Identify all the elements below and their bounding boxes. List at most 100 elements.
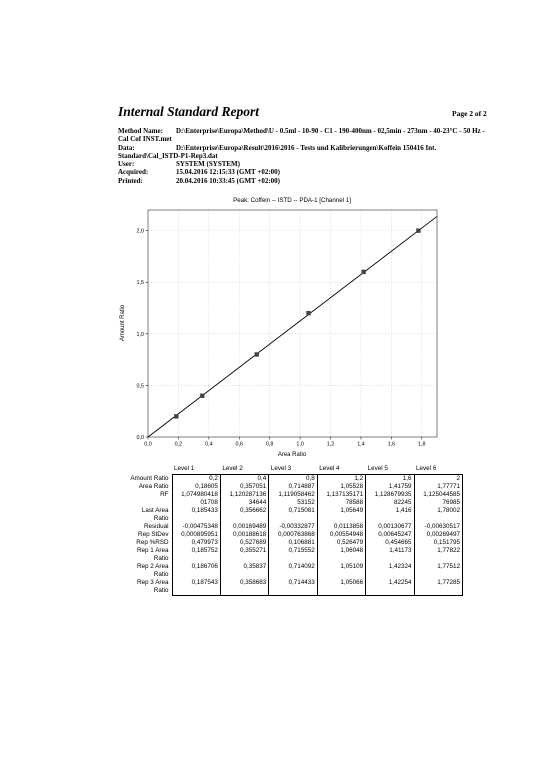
calibration-point	[416, 228, 421, 233]
cell-value-line: 1,42324	[388, 563, 412, 570]
table-cell: 1,05066	[316, 579, 367, 596]
meta-data-row: Data: D:\Enterprise\Europa\Result\2016\20…	[118, 144, 490, 161]
calibration-point	[254, 352, 259, 357]
row-label-line: Rep StDev	[138, 531, 169, 538]
row-label-line: Rep 1 Area	[136, 547, 169, 554]
row-label-line: Residual	[143, 523, 169, 530]
cell-value-line: 0,715552	[288, 547, 315, 554]
cell-value-line: 1,78002	[437, 507, 460, 514]
table-cell: 1,78002	[413, 507, 464, 523]
row-label-line: Rep 3 Area	[136, 579, 169, 586]
cell-value-line: 0,2	[209, 475, 218, 482]
y-tick-label: 0,5	[137, 383, 145, 389]
calibration-point	[361, 269, 366, 275]
cell-value-line: 0,00269497	[426, 531, 460, 538]
cell-value-line: 0,714092	[288, 563, 315, 570]
meta-method-label: Method Name:	[118, 127, 163, 135]
cell-value-line: 0,714433	[288, 579, 315, 586]
table-cell: 0,185752	[171, 547, 221, 563]
row-label: Area Ratio	[120, 483, 173, 491]
table-cell: 0,0113858	[316, 523, 367, 531]
chart-fit-line-group	[147, 216, 438, 438]
table-cell: 2	[413, 474, 464, 483]
table-cell: 1,05109	[316, 563, 367, 579]
table-cell: 0,2	[171, 474, 221, 483]
table-cell: 0,357051	[219, 483, 270, 491]
cell-value-line: 0,00645247	[378, 531, 412, 538]
cell-value-line: 1,41173	[389, 547, 412, 554]
table-cell: 0,4	[219, 474, 270, 483]
cell-value-line: 1,125044585	[423, 491, 460, 498]
report-title: Internal Standard Report	[118, 104, 260, 119]
table-cell: 1,41759	[365, 483, 415, 491]
table-cell: 1,6	[365, 474, 415, 483]
table-row: Rep %RSD 0,479973 0,527689 0,106881 0,526479…	[120, 539, 464, 547]
table-cell: 0,714092	[268, 563, 318, 579]
table-cell: 1,137135171 78588	[316, 491, 367, 507]
cell-value-line: 0,106881	[288, 539, 315, 546]
cell-value-line: 0,186706	[191, 563, 218, 570]
table-cell: 0,18605	[171, 483, 221, 491]
row-label-line: Ratio	[153, 515, 169, 522]
table-cell: 0,00554948	[316, 531, 367, 539]
table-cell: -0,00475348	[171, 523, 221, 531]
table-row: Area Ratio 0,18605 0,357051 0,714887 1,05528…	[120, 483, 464, 491]
meta-data-label: Data:	[118, 143, 135, 152]
x-tick-label: 1,2	[327, 442, 335, 448]
row-label-line: Ratio	[153, 587, 169, 594]
table-cell: 0,355271	[219, 547, 270, 563]
header-level-1: Level 1	[174, 465, 195, 472]
cell-value-line: 78588	[345, 499, 364, 506]
table-row: Rep 2 Area Ratio 0,186706 0,35837 0,714092 1,…	[120, 563, 464, 579]
row-label-line: Last Area	[141, 507, 169, 514]
row-label-line: Rep 2 Area	[136, 563, 169, 570]
table-cell: 1,77512	[413, 563, 464, 579]
table-cell: 1,05649	[316, 507, 367, 523]
header-level-4: Level 4	[319, 465, 340, 472]
cell-value-line: 34644	[248, 499, 267, 506]
row-label-line: Area Ratio	[138, 483, 169, 490]
calibration-point	[306, 310, 311, 316]
table-cell: 0,000763868	[268, 531, 318, 539]
cell-value-line: 0,0113858	[333, 523, 364, 530]
x-tick-label: 0,6	[236, 442, 244, 448]
x-tick-label: 1,6	[388, 442, 396, 448]
cell-value-line: 0,356662	[240, 507, 267, 514]
table-cell: 0,00188618	[219, 531, 270, 539]
cell-value-line: 0,00188618	[233, 531, 267, 538]
row-label: Amount Ratio	[120, 474, 173, 483]
cell-value-line: 1,41759	[388, 483, 412, 490]
table-cell: 0,715552	[268, 547, 318, 563]
table-cell: 0,714433	[268, 579, 318, 596]
table-cell: 1,125044585 76985	[413, 491, 464, 507]
table-cell: 0,151795	[413, 539, 464, 547]
table-row: Rep StDev 0,000895951 0,00188618 0,00076386…	[120, 531, 464, 539]
table-cell: 0,358683	[219, 579, 270, 596]
header-level-5: Level 5	[367, 465, 388, 472]
results-table: Level 1 Level 2 Level 3 Level 4 Level 5 Level…	[120, 465, 464, 596]
cell-value-line: -0,00332877	[279, 523, 315, 530]
cell-value-line: 76985	[442, 499, 460, 506]
table-cell: 1,05528	[316, 483, 367, 491]
cell-value-line: 1,05066	[340, 579, 364, 586]
table-cell: 0,185433	[171, 507, 221, 523]
chart-axes	[147, 209, 438, 438]
table-cell: 0,526479	[316, 539, 367, 547]
chart-x-axis-label: Area Ratio	[278, 452, 307, 458]
y-tick-label: 2,0	[137, 229, 145, 235]
meta-user-label: User:	[118, 160, 135, 169]
cell-value-line: 1,120287136	[229, 491, 267, 498]
row-label: RF	[120, 491, 173, 507]
header-level-6: Level 6	[416, 465, 437, 472]
y-tick-label: 1,5	[137, 280, 145, 286]
calibration-point	[200, 393, 205, 398]
table-cell: 1,416	[365, 507, 415, 523]
meta-printed-value: 20.04.2016 10:33:45 (GMT +02:00)	[176, 176, 280, 185]
cell-value-line: 0,185433	[191, 507, 218, 514]
row-label: Residual	[120, 523, 173, 531]
cell-value-line: 0,00169489	[233, 523, 267, 530]
row-label: Rep %RSD	[120, 539, 173, 547]
cell-value-line: 0,8	[305, 475, 315, 482]
table-cell: 1,41173	[365, 547, 415, 563]
